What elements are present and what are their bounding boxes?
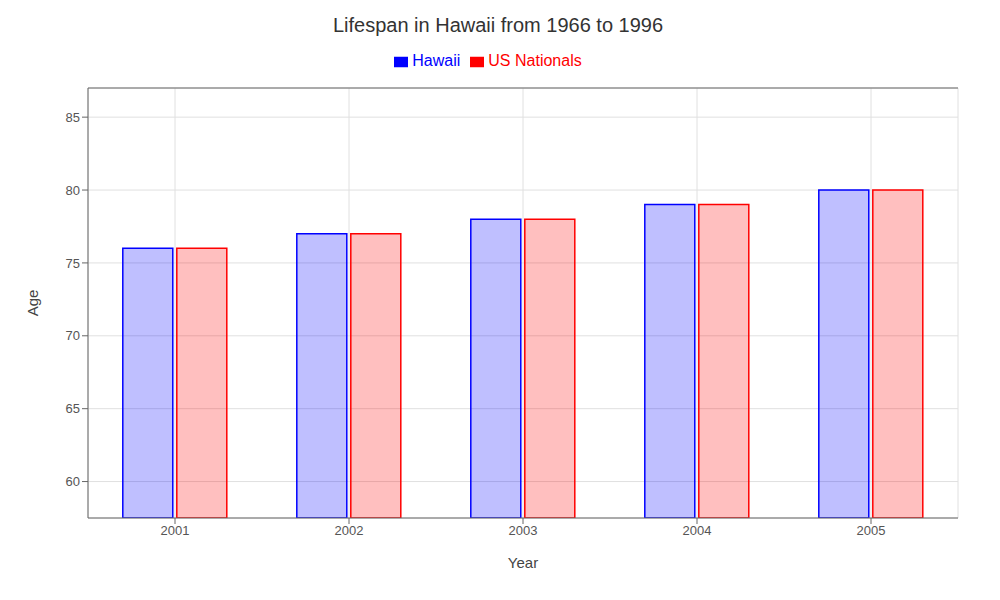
svg-text:2005: 2005: [857, 523, 886, 538]
html-text:US Nationals: US Nationals: [488, 52, 582, 69]
svg-text:65: 65: [66, 401, 80, 416]
svg-text:2001: 2001: [161, 523, 190, 538]
svg-text:Age: Age: [24, 290, 41, 317]
svg-text:2003: 2003: [509, 523, 538, 538]
svg-text:85: 85: [66, 110, 80, 125]
html-text:Hawaii: Hawaii: [412, 52, 461, 69]
svg-text:80: 80: [66, 183, 80, 198]
svg-text:70: 70: [66, 328, 80, 343]
svg-text:75: 75: [66, 256, 80, 271]
svg-text:2004: 2004: [683, 523, 712, 538]
svg-text:2002: 2002: [335, 523, 364, 538]
html-text:Lifespan in Hawaii from 1966 t: Lifespan in Hawaii from 1966 to 1996: [332, 14, 664, 36]
svg-text:Year: Year: [508, 554, 538, 571]
svg-text:60: 60: [66, 474, 80, 489]
